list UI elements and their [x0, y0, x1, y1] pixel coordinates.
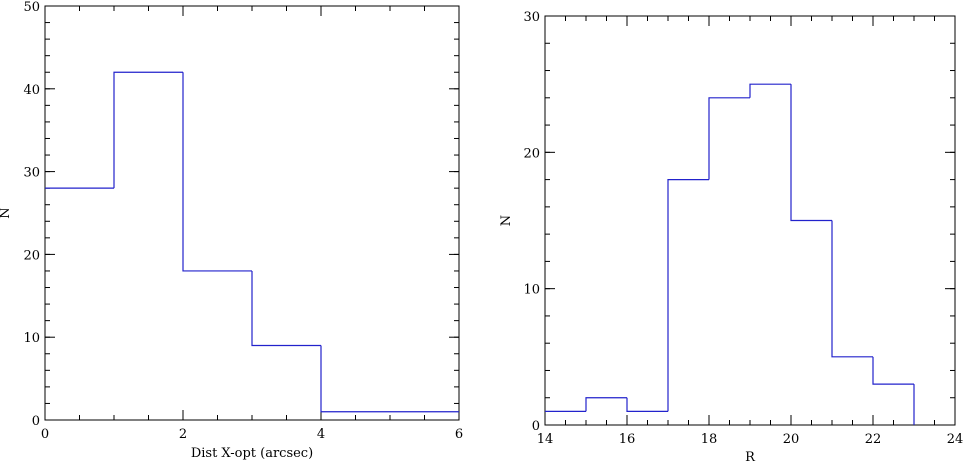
histogram-panel-2: 14 16 18 20 22 24 0 10 20 30 R N — [499, 10, 963, 463]
histogram-bin — [585, 397, 627, 412]
y-tick-label: 20 — [523, 146, 540, 161]
histogram-panel-1: 0 2 4 6 0 10 20 30 40 50 Dist X-opt (arcsec) N — [0, 0, 463, 461]
x-tick-label: 14 — [537, 432, 554, 447]
plot-frame — [544, 15, 956, 426]
histogram-bin — [790, 84, 832, 222]
x-axis-label: R — [745, 450, 756, 463]
histogram-bin — [626, 397, 668, 412]
x-tick-label: 0 — [41, 427, 49, 442]
x-tick-label: 24 — [947, 432, 964, 447]
histogram-bin — [667, 179, 709, 412]
x-tick-label: 2 — [179, 427, 187, 442]
y-tick-label: 0 — [32, 414, 40, 429]
y-tick-label: 40 — [23, 83, 40, 98]
plot-frame — [44, 5, 460, 421]
histogram-bin — [831, 220, 873, 358]
y-tick-label: 0 — [532, 419, 540, 434]
y-axis-label: N — [0, 207, 13, 218]
x-tick-label: 6 — [455, 427, 463, 442]
x-axis-label: Dist X-opt (arcsec) — [191, 446, 313, 461]
x-tick-label: 4 — [317, 427, 325, 442]
y-tick-label: 20 — [23, 248, 40, 263]
x-tick-label: 18 — [701, 432, 718, 447]
x-tick-label: 20 — [783, 432, 800, 447]
y-tick-label: 30 — [23, 166, 40, 181]
histogram-bin — [182, 72, 252, 272]
histogram-bin — [708, 97, 750, 180]
y-tick-label: 10 — [523, 283, 540, 298]
y-tick-label: 10 — [23, 331, 40, 346]
y-tick-label: 50 — [23, 0, 40, 15]
histogram-bin — [749, 83, 791, 98]
histogram-bin — [251, 270, 321, 347]
x-tick-label: 22 — [865, 432, 882, 447]
histogram-bin — [872, 356, 914, 385]
histogram-bin — [320, 345, 390, 413]
y-axis-label: N — [499, 215, 514, 226]
x-tick-label: 16 — [619, 432, 636, 447]
y-tick-label: 30 — [523, 10, 540, 25]
histogram-bin — [113, 71, 183, 189]
